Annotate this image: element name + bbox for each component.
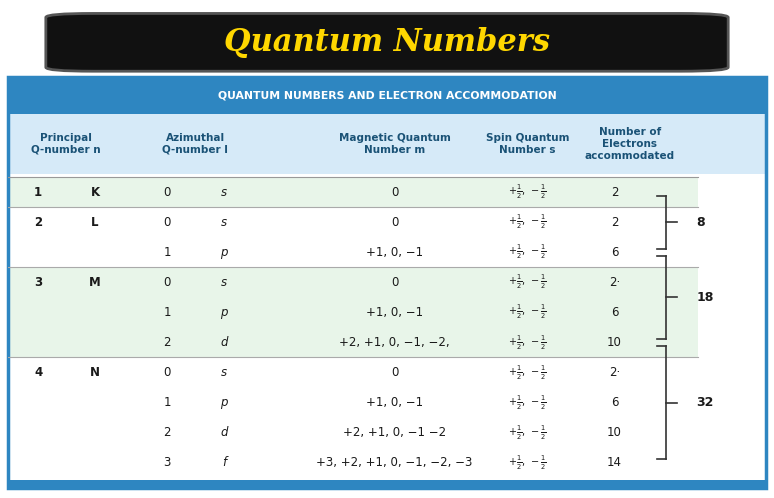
Text: M: M: [89, 276, 101, 289]
Text: Spin Quantum
Number s: Spin Quantum Number s: [485, 133, 569, 155]
Text: 0: 0: [391, 276, 399, 289]
Text: +3, +2, +1, 0, −1, −2, −3: +3, +2, +1, 0, −1, −2, −3: [317, 456, 473, 469]
Text: 1: 1: [163, 396, 171, 409]
Text: $+\frac{1}{2},\, -\frac{1}{2}$: $+\frac{1}{2},\, -\frac{1}{2}$: [508, 333, 546, 352]
Text: 0: 0: [391, 366, 399, 379]
FancyBboxPatch shape: [46, 13, 728, 71]
Text: K: K: [91, 186, 100, 199]
Text: s: s: [221, 216, 227, 229]
Text: d: d: [220, 426, 228, 439]
Text: 0: 0: [163, 366, 171, 379]
Text: 1: 1: [163, 246, 171, 259]
Bar: [8, 77, 766, 114]
Text: $+\frac{1}{2},\, -\frac{1}{2}$: $+\frac{1}{2},\, -\frac{1}{2}$: [508, 243, 546, 261]
Text: 18: 18: [697, 291, 714, 304]
Text: 1: 1: [163, 306, 171, 319]
Text: s: s: [221, 276, 227, 289]
Bar: [8, 177, 698, 207]
Text: +1, 0, −1: +1, 0, −1: [366, 246, 423, 259]
Text: Azimuthal
Q-number l: Azimuthal Q-number l: [163, 133, 228, 155]
Text: $+\frac{1}{2},\, -\frac{1}{2}$: $+\frac{1}{2},\, -\frac{1}{2}$: [508, 454, 546, 472]
Bar: [8, 207, 698, 267]
Text: 3: 3: [163, 456, 171, 469]
Text: 0: 0: [163, 186, 171, 199]
Text: $+\frac{1}{2},\, -\frac{1}{2}$: $+\frac{1}{2},\, -\frac{1}{2}$: [508, 273, 546, 291]
Bar: [8, 267, 698, 358]
Text: 10: 10: [607, 426, 622, 439]
Text: 8: 8: [697, 216, 705, 229]
Text: 2·: 2·: [609, 366, 620, 379]
Text: $+\frac{1}{2},\, -\frac{1}{2}$: $+\frac{1}{2},\, -\frac{1}{2}$: [508, 303, 546, 322]
Text: 2: 2: [611, 186, 618, 199]
Text: 1: 1: [34, 186, 42, 199]
Text: 2: 2: [163, 426, 171, 439]
Text: 2: 2: [34, 216, 42, 229]
Text: 4: 4: [34, 366, 43, 379]
Text: Number of
Electrons
accommodated: Number of Electrons accommodated: [584, 127, 675, 160]
Text: s: s: [221, 366, 227, 379]
Text: 14: 14: [607, 456, 622, 469]
Text: s: s: [221, 186, 227, 199]
Text: 0: 0: [391, 186, 399, 199]
Text: p: p: [220, 246, 228, 259]
Text: 2: 2: [163, 336, 171, 349]
Text: Quantum Numbers: Quantum Numbers: [224, 27, 550, 58]
Text: $+\frac{1}{2},\, -\frac{1}{2}$: $+\frac{1}{2},\, -\frac{1}{2}$: [508, 364, 546, 381]
Text: 6: 6: [611, 396, 618, 409]
Text: 2·: 2·: [609, 276, 620, 289]
Text: f: f: [222, 456, 226, 469]
Text: Principal
Q-number n: Principal Q-number n: [31, 133, 101, 155]
Text: d: d: [220, 336, 228, 349]
Text: +1, 0, −1: +1, 0, −1: [366, 396, 423, 409]
Text: 3: 3: [34, 276, 42, 289]
Text: QUANTUM NUMBERS AND ELECTRON ACCOMMODATION: QUANTUM NUMBERS AND ELECTRON ACCOMMODATI…: [217, 91, 557, 101]
Bar: [8, 480, 766, 488]
Text: 10: 10: [607, 336, 622, 349]
Text: 32: 32: [697, 396, 714, 409]
Bar: [8, 114, 766, 174]
Text: $+\frac{1}{2},\, -\frac{1}{2}$: $+\frac{1}{2},\, -\frac{1}{2}$: [508, 393, 546, 412]
Text: L: L: [91, 216, 99, 229]
Text: N: N: [90, 366, 100, 379]
Text: p: p: [220, 306, 228, 319]
Text: 0: 0: [391, 216, 399, 229]
Text: $+\frac{1}{2},\, -\frac{1}{2}$: $+\frac{1}{2},\, -\frac{1}{2}$: [508, 183, 546, 201]
Text: Magnetic Quantum
Number m: Magnetic Quantum Number m: [339, 133, 450, 155]
Text: +1, 0, −1: +1, 0, −1: [366, 306, 423, 319]
Text: p: p: [220, 396, 228, 409]
Text: 0: 0: [163, 216, 171, 229]
Text: +2, +1, 0, −1, −2,: +2, +1, 0, −1, −2,: [339, 336, 450, 349]
Text: 6: 6: [611, 246, 618, 259]
Text: $+\frac{1}{2},\, -\frac{1}{2}$: $+\frac{1}{2},\, -\frac{1}{2}$: [508, 423, 546, 442]
Text: 0: 0: [163, 276, 171, 289]
Bar: [8, 358, 698, 478]
Text: +2, +1, 0, −1 −2: +2, +1, 0, −1 −2: [343, 426, 446, 439]
Text: $+\frac{1}{2},\, -\frac{1}{2}$: $+\frac{1}{2},\, -\frac{1}{2}$: [508, 213, 546, 231]
Text: 2: 2: [611, 216, 618, 229]
Text: 6: 6: [611, 306, 618, 319]
